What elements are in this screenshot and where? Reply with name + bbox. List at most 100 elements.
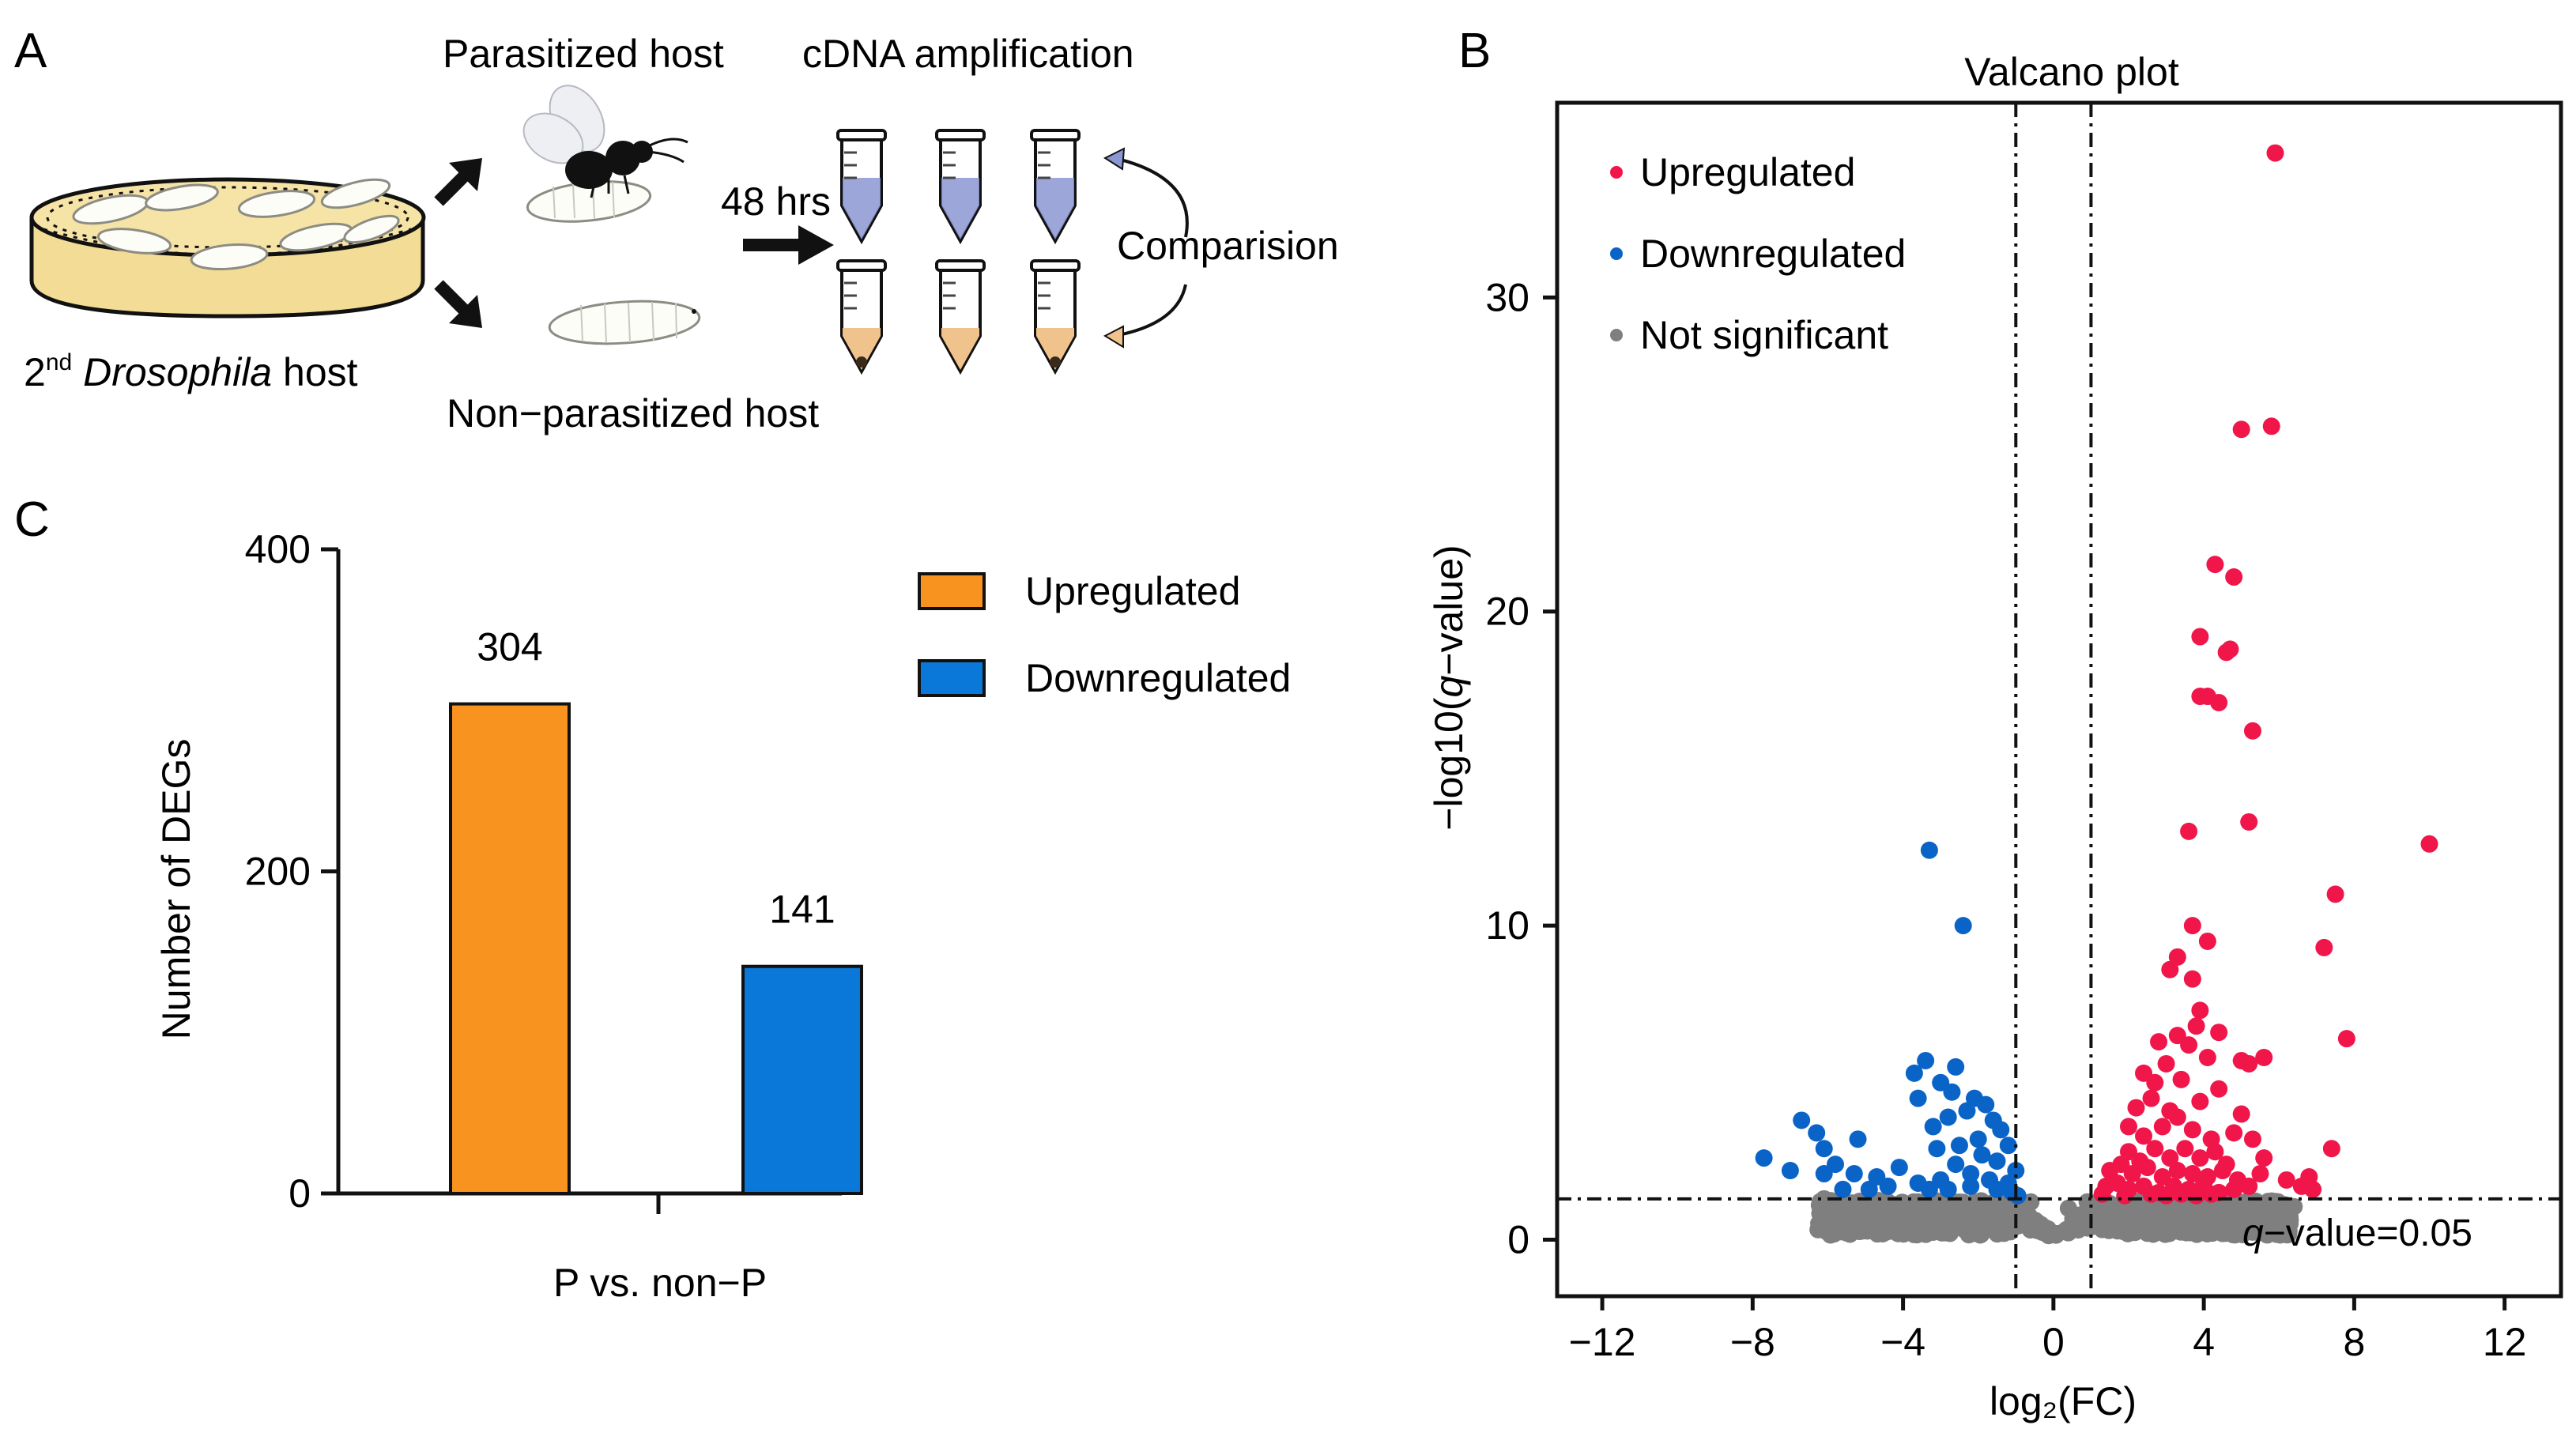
c-bar	[449, 702, 571, 1195]
b-x-tick-label: −4	[1880, 1320, 1925, 1364]
b-point-downregulated	[1928, 1140, 1946, 1158]
b-axes: −12 −8 −4 0 4 8 12 0 10 20 30	[1485, 100, 2563, 1364]
b-point-upregulated	[2153, 1118, 2171, 1136]
b-point-not-significant	[1813, 1216, 1831, 1235]
cdna-amplification-label: cDNA amplification	[802, 32, 1134, 76]
b-point-upregulated	[2255, 1149, 2273, 1167]
comparison-label: Comparision	[1117, 224, 1339, 268]
b-point-upregulated	[2135, 1127, 2153, 1145]
b-point-upregulated	[2337, 1030, 2355, 1048]
c-bar	[741, 964, 863, 1196]
c-data-labels: 304 141	[477, 625, 835, 932]
b-point-downregulated	[1905, 1064, 1923, 1082]
b-legend-label: Not significant	[1640, 313, 1888, 357]
b-point-upregulated	[2187, 1186, 2205, 1205]
b-point-upregulated	[2161, 960, 2179, 978]
parasitized-host-label: Parasitized host	[443, 32, 724, 76]
b-point-downregulated	[1849, 1130, 1867, 1148]
b-point-upregulated	[2232, 420, 2250, 439]
b-point-upregulated	[2198, 1049, 2216, 1066]
b-point-upregulated	[2240, 812, 2258, 831]
b-point-downregulated	[1755, 1149, 1773, 1167]
b-point-upregulated	[2168, 1108, 2186, 1126]
b-point-upregulated	[2180, 1036, 2198, 1054]
tube-icon	[1030, 259, 1081, 375]
b-legend-marker	[1610, 166, 1623, 179]
b-point-upregulated	[2183, 1121, 2201, 1139]
b-point-not-significant	[2262, 1212, 2280, 1230]
c-y-tick-label: 400	[245, 527, 311, 571]
b-point-downregulated	[1917, 1051, 1935, 1069]
b-point-upregulated	[2127, 1099, 2145, 1117]
b-point-not-significant	[2225, 1208, 2243, 1227]
b-point-upregulated	[2243, 1130, 2261, 1148]
panel-c-label: C	[14, 492, 50, 547]
b-y-tick-label: 30	[1485, 275, 1529, 319]
panel-a: A 2nd Drosophila host	[14, 24, 1339, 435]
b-point-not-significant	[2150, 1208, 2168, 1227]
c-legend-label: Downregulated	[1025, 656, 1291, 700]
b-point-downregulated	[1947, 1156, 1965, 1174]
b-point-upregulated	[2119, 1118, 2137, 1136]
b-point-upregulated	[2315, 938, 2333, 956]
tube-icon	[1030, 129, 1081, 245]
b-point-downregulated	[1920, 841, 1938, 859]
b-point-upregulated	[2232, 1051, 2250, 1069]
c-data-label: 304	[477, 625, 542, 669]
c-legend: Upregulated Downregulated	[918, 569, 1291, 700]
b-point-downregulated	[1988, 1180, 2006, 1198]
b-point-not-significant	[2187, 1212, 2205, 1230]
b-point-upregulated	[2150, 1033, 2168, 1051]
b-point-upregulated	[2187, 1017, 2205, 1035]
b-point-upregulated	[2210, 1024, 2228, 1042]
branch-arrow-icon	[434, 158, 482, 328]
b-point-upregulated	[2168, 948, 2186, 966]
b-point-downregulated	[1969, 1130, 1987, 1148]
b-point-upregulated	[2146, 1140, 2164, 1158]
panel-b-label: B	[1458, 24, 1491, 78]
b-point-downregulated	[1890, 1159, 1908, 1177]
c-x-axis-label: P vs. non−P	[553, 1261, 767, 1305]
b-point-downregulated	[1988, 1152, 2006, 1171]
b-x-tick-label: 12	[2483, 1320, 2527, 1364]
b-point-downregulated	[1815, 1165, 1833, 1183]
c-legend-swatch	[918, 572, 986, 610]
b-point-downregulated	[1950, 1137, 1968, 1155]
b-point-upregulated	[2304, 1180, 2322, 1198]
b-point-downregulated	[1954, 917, 1972, 935]
duration-label: 48 hrs	[721, 179, 831, 224]
b-y-tick-label: 0	[1507, 1217, 1529, 1261]
non-parasitized-larva-icon	[548, 300, 701, 345]
b-point-upregulated	[2206, 556, 2224, 574]
b-point-not-significant	[2176, 1223, 2194, 1241]
b-point-downregulated	[1845, 1165, 1863, 1183]
c-legend-label: Upregulated	[1025, 569, 1240, 613]
b-point-upregulated	[2172, 1070, 2190, 1088]
b-point-not-significant	[1815, 1190, 1833, 1208]
b-point-upregulated	[2232, 1105, 2250, 1123]
host-label: 2nd Drosophila host	[24, 349, 358, 394]
b-point-not-significant	[1977, 1208, 1995, 1227]
panel-a-label: A	[14, 24, 47, 78]
c-legend-swatch	[918, 659, 986, 697]
b-point-not-significant	[2094, 1216, 2112, 1234]
b-point-downregulated	[1808, 1124, 1826, 1142]
b-legend-marker	[1610, 247, 1623, 260]
wasp-icon	[522, 85, 688, 198]
b-point-upregulated	[2183, 970, 2201, 988]
tube-icon	[836, 259, 887, 375]
tube-icon	[935, 129, 986, 245]
b-x-tick-label: −12	[1569, 1320, 1636, 1364]
b-point-not-significant	[1913, 1221, 1931, 1239]
b-point-upregulated	[2183, 917, 2201, 935]
b-point-downregulated	[1962, 1165, 1980, 1183]
b-point-downregulated	[1860, 1180, 1878, 1198]
b-point-upregulated	[2191, 1149, 2209, 1167]
non-parasitized-host-label: Non−parasitized host	[447, 391, 819, 435]
b-point-not-significant	[2257, 1226, 2276, 1244]
b-x-tick-label: −8	[1730, 1320, 1775, 1364]
b-point-upregulated	[2198, 932, 2216, 950]
b-point-upregulated	[2221, 640, 2239, 658]
b-x-axis-label: log₂(FC)	[1990, 1379, 2137, 1423]
b-point-not-significant	[2127, 1221, 2145, 1239]
